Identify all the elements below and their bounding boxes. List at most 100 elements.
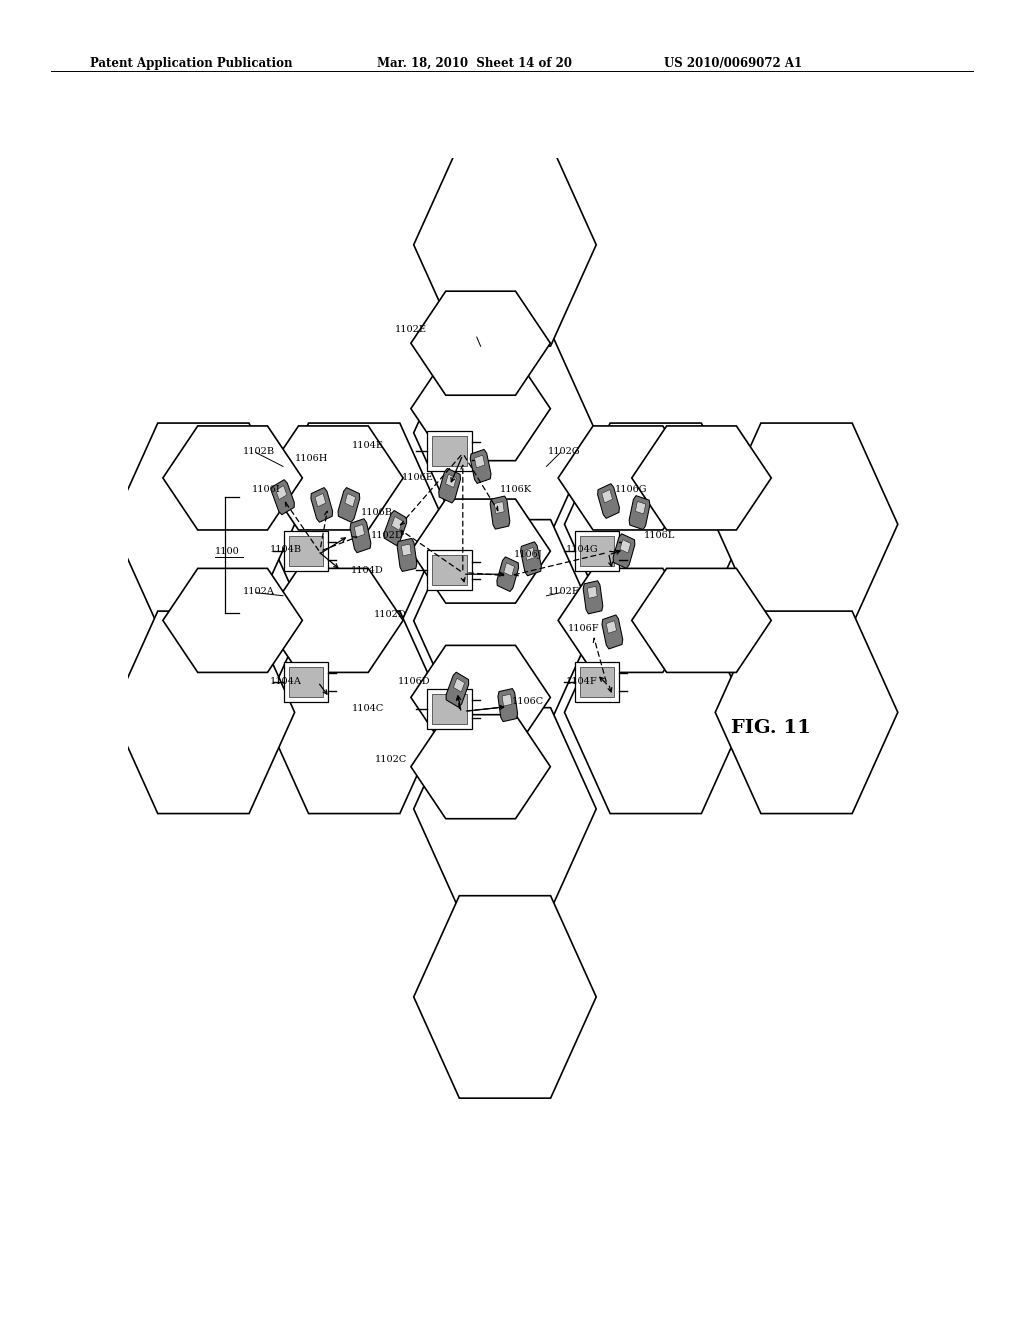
Text: 1102D: 1102D [374,610,407,619]
Polygon shape [401,544,412,556]
Text: 1106L: 1106L [643,531,675,540]
FancyBboxPatch shape [574,663,620,702]
FancyBboxPatch shape [289,667,324,697]
FancyBboxPatch shape [432,694,467,723]
Polygon shape [163,426,302,529]
Polygon shape [564,611,748,813]
Text: 1106H: 1106H [295,454,328,463]
Text: 1104D: 1104D [351,566,384,574]
FancyBboxPatch shape [427,689,472,729]
Polygon shape [602,490,612,503]
Text: 1106G: 1106G [614,484,647,494]
Text: 1104G: 1104G [566,545,598,554]
FancyBboxPatch shape [432,436,467,466]
Polygon shape [411,499,550,603]
FancyBboxPatch shape [284,531,329,572]
Polygon shape [384,511,407,545]
Polygon shape [414,144,596,346]
Polygon shape [414,520,596,722]
Polygon shape [354,524,365,537]
Text: 1106D: 1106D [397,677,430,686]
Polygon shape [350,519,371,553]
Polygon shape [338,487,359,523]
Polygon shape [315,494,326,507]
Text: 1104C: 1104C [351,705,384,713]
Polygon shape [490,496,510,529]
Polygon shape [113,611,295,813]
Polygon shape [504,562,514,576]
FancyBboxPatch shape [432,556,467,585]
Text: 1106K: 1106K [500,484,532,494]
Polygon shape [635,502,646,513]
Polygon shape [411,645,550,750]
Text: 1106F: 1106F [568,623,600,632]
Text: 1102F: 1102F [548,586,580,595]
Polygon shape [558,569,697,672]
Text: 1100: 1100 [215,546,240,556]
Text: 1104E: 1104E [352,441,384,450]
Text: 1106I: 1106I [252,484,281,494]
Polygon shape [497,557,518,591]
Polygon shape [391,516,402,531]
Text: 1102C: 1102C [375,755,407,763]
Polygon shape [311,487,333,523]
Polygon shape [438,469,461,503]
Polygon shape [602,615,623,649]
Text: 1104A: 1104A [270,677,302,686]
Polygon shape [445,474,457,487]
Polygon shape [558,426,697,529]
Text: 1102E: 1102E [395,325,427,334]
Polygon shape [715,611,898,813]
Text: Mar. 18, 2010  Sheet 14 of 20: Mar. 18, 2010 Sheet 14 of 20 [377,57,571,70]
Polygon shape [411,292,550,395]
Polygon shape [520,541,542,576]
Text: 1104B: 1104B [270,545,302,554]
Polygon shape [632,569,771,672]
Polygon shape [275,486,287,499]
Polygon shape [411,714,550,818]
Polygon shape [271,479,294,515]
Text: 1106E: 1106E [402,474,434,482]
Polygon shape [454,678,465,692]
Polygon shape [495,502,504,513]
Polygon shape [414,896,596,1098]
Polygon shape [414,331,596,535]
FancyBboxPatch shape [284,663,329,702]
Polygon shape [588,586,597,598]
Text: Patent Application Publication: Patent Application Publication [90,57,293,70]
FancyBboxPatch shape [580,667,614,697]
Polygon shape [583,581,603,614]
Polygon shape [411,356,550,461]
Polygon shape [606,620,616,634]
Polygon shape [474,455,484,467]
Text: 1102B: 1102B [243,446,274,455]
Text: FIG. 11: FIG. 11 [731,718,811,737]
Polygon shape [263,424,445,626]
Polygon shape [113,424,295,626]
Text: 1102G: 1102G [548,446,581,455]
Text: 1106J: 1106J [514,550,543,560]
FancyBboxPatch shape [289,536,324,566]
Polygon shape [163,569,302,672]
Text: 1102A: 1102A [243,586,274,595]
Polygon shape [598,483,620,519]
Polygon shape [715,424,898,626]
FancyBboxPatch shape [580,536,614,566]
Polygon shape [345,494,355,507]
FancyBboxPatch shape [427,550,472,590]
Text: 1106B: 1106B [360,508,392,517]
Polygon shape [632,426,771,529]
Text: 1106C: 1106C [512,697,544,706]
Polygon shape [470,449,492,483]
Polygon shape [502,694,512,706]
Polygon shape [446,672,469,708]
Text: US 2010/0069072 A1: US 2010/0069072 A1 [664,57,802,70]
FancyBboxPatch shape [574,531,620,572]
Polygon shape [414,708,596,909]
Polygon shape [525,548,536,560]
FancyBboxPatch shape [427,430,472,471]
Polygon shape [263,611,445,813]
Polygon shape [629,495,650,529]
Polygon shape [397,539,417,572]
Text: 1104F: 1104F [566,677,598,686]
